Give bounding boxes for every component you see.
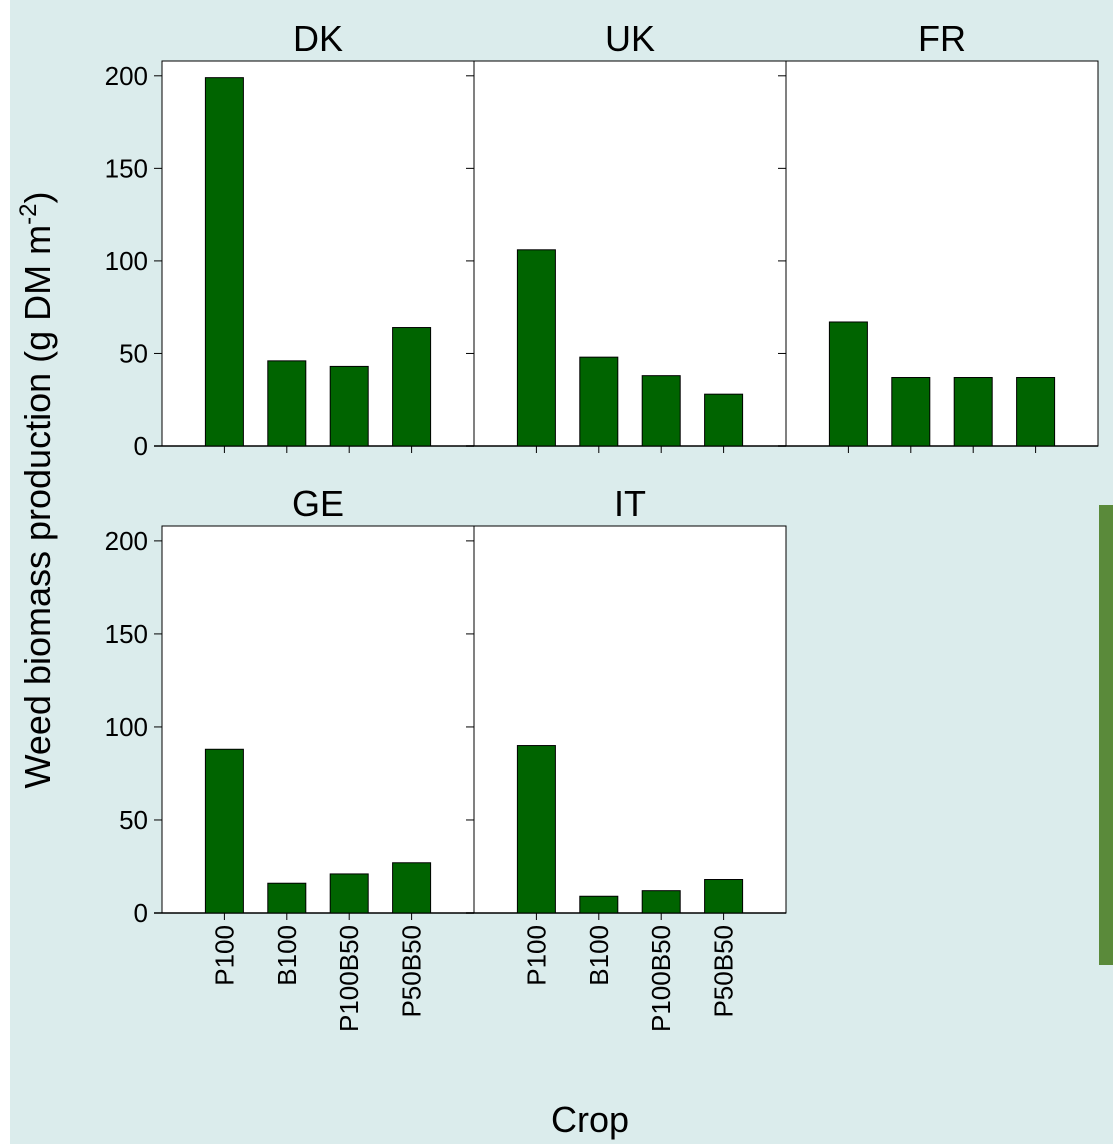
bar	[828, 321, 868, 447]
bar	[704, 879, 744, 914]
y-axis-label: Weed biomass production (g DM m-2)	[15, 192, 58, 789]
bar	[641, 890, 681, 914]
bar	[392, 327, 432, 447]
x-tick-label: P50B50	[709, 925, 739, 1018]
x-tick-label: B100	[272, 925, 302, 986]
x-tick-label: P100B50	[334, 925, 364, 1032]
bar	[392, 862, 432, 914]
panel-title: UK	[605, 18, 655, 59]
y-tick-label: 0	[134, 431, 148, 461]
bar	[953, 377, 993, 447]
x-tick-label: P100	[521, 925, 551, 986]
bar	[267, 360, 307, 447]
panel-title: IT	[614, 483, 646, 524]
bar	[267, 882, 307, 914]
bar	[704, 393, 744, 447]
y-tick-label: 200	[105, 526, 148, 556]
panel-title: GE	[292, 483, 344, 524]
bar	[329, 365, 369, 447]
bar	[204, 77, 244, 447]
y-tick-label: 100	[105, 246, 148, 276]
panel-title: FR	[918, 18, 966, 59]
y-tick-label: 150	[105, 619, 148, 649]
y-label-main: Weed biomass production (g DM m	[17, 225, 58, 789]
photo-fragment	[1099, 505, 1113, 965]
bar	[579, 356, 619, 447]
bar	[1016, 377, 1056, 447]
y-tick-label: 100	[105, 712, 148, 742]
y-tick-label: 150	[105, 153, 148, 183]
x-axis-label: Crop	[551, 1099, 629, 1140]
bar	[579, 895, 619, 914]
y-label-sup: -2	[15, 204, 42, 225]
y-label-end: )	[17, 192, 58, 204]
x-tick-label: P100	[209, 925, 239, 986]
x-tick-label: P100B50	[646, 925, 676, 1032]
panel-title: DK	[293, 18, 343, 59]
bar	[516, 249, 556, 447]
x-tick-label: P50B50	[397, 925, 427, 1018]
bar	[891, 377, 931, 447]
y-tick-label: 200	[105, 61, 148, 91]
bar	[641, 375, 681, 447]
y-tick-label: 50	[119, 805, 148, 835]
bar	[204, 748, 244, 914]
y-tick-label: 0	[134, 898, 148, 928]
y-tick-label: 50	[119, 338, 148, 368]
bar	[329, 873, 369, 914]
x-tick-label: B100	[584, 925, 614, 986]
bar	[516, 745, 556, 914]
